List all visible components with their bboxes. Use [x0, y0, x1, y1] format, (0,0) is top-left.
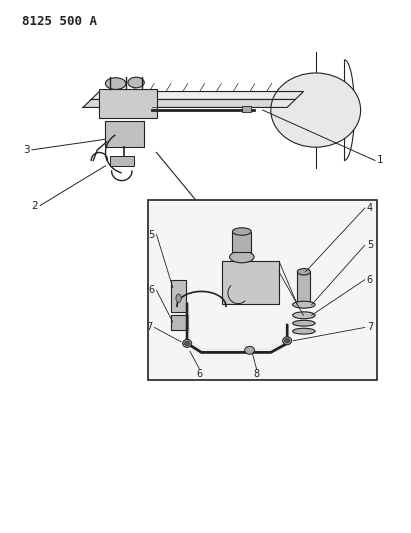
Ellipse shape: [293, 328, 315, 334]
Bar: [222, 261, 279, 304]
Bar: [106, 120, 144, 147]
Text: 8125 500 A: 8125 500 A: [22, 14, 97, 28]
Ellipse shape: [245, 346, 254, 354]
Ellipse shape: [285, 338, 290, 343]
Text: 5: 5: [367, 240, 373, 251]
Ellipse shape: [182, 340, 192, 348]
Bar: [171, 280, 186, 312]
Ellipse shape: [293, 320, 315, 326]
Bar: [148, 200, 377, 381]
Ellipse shape: [297, 269, 310, 275]
Bar: [110, 156, 134, 166]
Ellipse shape: [271, 73, 360, 147]
Text: 7: 7: [146, 322, 152, 333]
Text: 4: 4: [367, 203, 373, 213]
Bar: [297, 272, 310, 304]
Ellipse shape: [106, 78, 126, 90]
Text: 1: 1: [377, 156, 383, 165]
Ellipse shape: [185, 341, 189, 345]
Ellipse shape: [293, 301, 315, 308]
Text: 6: 6: [196, 369, 203, 379]
Polygon shape: [91, 92, 303, 100]
Polygon shape: [83, 100, 296, 108]
Text: 2: 2: [32, 200, 38, 211]
Ellipse shape: [176, 294, 181, 303]
Ellipse shape: [293, 312, 315, 319]
Ellipse shape: [283, 337, 292, 345]
Ellipse shape: [233, 228, 251, 235]
Bar: [233, 231, 251, 252]
Text: 5: 5: [148, 230, 155, 240]
Text: 6: 6: [148, 285, 155, 295]
Text: 7: 7: [367, 322, 373, 333]
Text: 6: 6: [367, 274, 373, 285]
Text: 8: 8: [254, 369, 260, 379]
Bar: [242, 106, 251, 112]
Ellipse shape: [230, 251, 254, 263]
Bar: [99, 89, 157, 118]
Bar: [171, 316, 188, 330]
Text: 3: 3: [23, 145, 30, 155]
Ellipse shape: [128, 77, 144, 88]
